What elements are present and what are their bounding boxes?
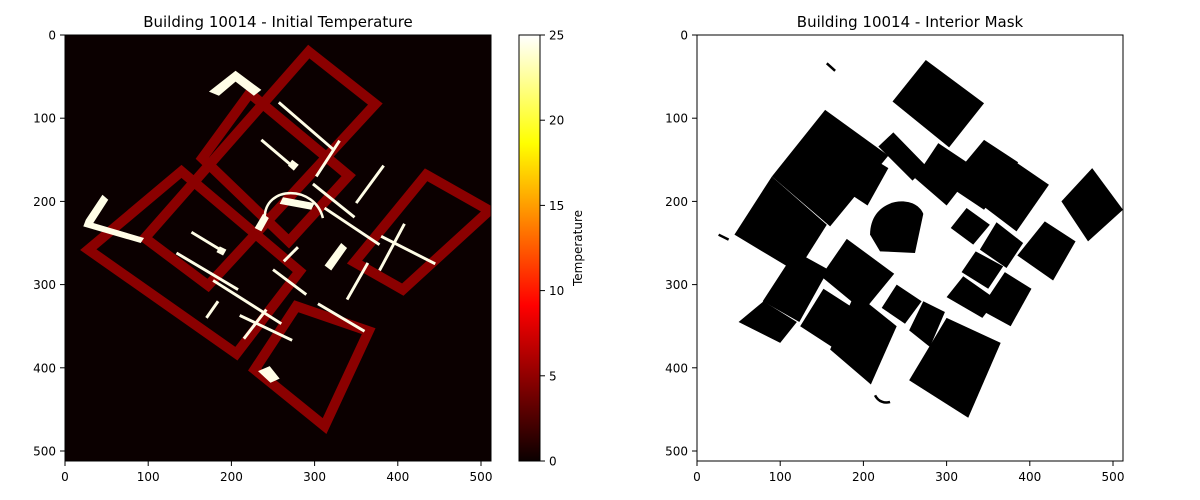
colorbar: 0 5 10 15 20 25 Temperature	[518, 29, 585, 469]
y-tick: 100	[33, 112, 65, 126]
x-tick-label: 300	[303, 470, 326, 484]
y-tick-label: 100	[33, 112, 56, 126]
colorbar-tick-label: 25	[549, 29, 564, 43]
building-layout	[80, 44, 491, 434]
y-tick-label: 0	[680, 29, 688, 43]
interior-wall-blocks	[83, 70, 348, 383]
gap-marker	[825, 62, 836, 72]
colorbar-tick-label: 5	[549, 369, 557, 383]
y-tick-label: 200	[665, 195, 688, 209]
x-tick-label: 200	[852, 470, 875, 484]
mask-y-axis: 0 100 200 300 400 500	[665, 29, 697, 459]
mask-panel-title: Building 10014 - Interior Mask	[797, 13, 1024, 31]
interior-rooms	[734, 59, 1123, 418]
x-tick: 500	[1102, 461, 1125, 484]
y-tick: 500	[33, 445, 65, 459]
mask-plot-frame	[696, 34, 1124, 462]
y-tick-label: 300	[665, 278, 688, 292]
temperature-plot-frame	[64, 34, 492, 462]
x-tick: 0	[693, 461, 701, 484]
y-tick: 500	[665, 445, 697, 459]
y-tick: 100	[665, 112, 697, 126]
y-tick: 200	[665, 195, 697, 209]
colorbar-gradient	[518, 34, 541, 462]
y-tick: 200	[33, 195, 65, 209]
x-tick: 100	[137, 461, 160, 484]
colorbar-tick-label: 10	[549, 284, 564, 298]
x-tick-label: 0	[61, 470, 69, 484]
colorbar-tick-label: 15	[549, 199, 564, 213]
temperature-panel: Building 10014 - Initial Temperature	[33, 13, 492, 484]
y-tick-label: 500	[665, 445, 688, 459]
mask-panel: Building 10014 - Interior Mask	[665, 13, 1124, 484]
x-tick-label: 200	[220, 470, 243, 484]
x-tick: 100	[769, 461, 792, 484]
y-tick: 0	[48, 29, 65, 43]
colorbar-tick: 15	[540, 199, 564, 213]
x-tick: 500	[470, 461, 493, 484]
y-tick-label: 0	[48, 29, 56, 43]
x-tick: 400	[386, 461, 409, 484]
arc-partition	[263, 192, 325, 219]
x-tick-label: 100	[137, 470, 160, 484]
y-tick: 400	[33, 361, 65, 375]
colorbar-tick: 5	[540, 369, 557, 383]
temperature-heatmap	[65, 35, 491, 461]
y-tick: 300	[665, 278, 697, 292]
colorbar-tick: 20	[540, 114, 564, 128]
y-tick-label: 300	[33, 278, 56, 292]
temperature-x-axis: 0 100 200 300 400 500	[61, 461, 492, 484]
y-tick-label: 200	[33, 195, 56, 209]
temperature-y-axis: 0 100 200 300 400 500	[33, 29, 65, 459]
x-tick: 200	[852, 461, 875, 484]
x-tick: 300	[935, 461, 958, 484]
y-tick-label: 100	[665, 112, 688, 126]
colorbar-tick-label: 0	[549, 455, 557, 469]
colorbar-label: Temperature	[571, 210, 585, 287]
courtyard-arc	[870, 201, 924, 253]
courtyard-opening	[925, 226, 951, 256]
x-tick: 200	[220, 461, 243, 484]
colorbar-tick-label: 20	[549, 114, 564, 128]
y-tick: 400	[665, 361, 697, 375]
temperature-panel-title: Building 10014 - Initial Temperature	[143, 13, 413, 31]
x-tick: 400	[1018, 461, 1041, 484]
mask-x-axis: 0 100 200 300 400 500	[693, 461, 1124, 484]
x-tick-label: 400	[1018, 470, 1041, 484]
x-tick-label: 0	[693, 470, 701, 484]
x-tick: 300	[303, 461, 326, 484]
y-tick-label: 400	[665, 361, 688, 375]
colorbar-tick: 10	[540, 284, 564, 298]
x-tick-label: 500	[1102, 470, 1125, 484]
y-tick-label: 500	[33, 445, 56, 459]
x-tick-label: 400	[386, 470, 409, 484]
y-tick-label: 400	[33, 361, 56, 375]
x-tick: 0	[61, 461, 69, 484]
y-tick: 300	[33, 278, 65, 292]
outer-walls	[80, 44, 491, 434]
x-tick-label: 500	[470, 470, 493, 484]
x-tick-label: 100	[769, 470, 792, 484]
colorbar-tick: 25	[540, 29, 564, 43]
y-tick: 0	[680, 29, 697, 43]
colorbar-tick: 0	[540, 455, 557, 469]
interior-walls	[175, 101, 436, 342]
gap-marker	[718, 233, 730, 241]
mask-heatmap	[697, 35, 1123, 461]
gap-marker	[873, 394, 891, 404]
mask-courtyard	[718, 62, 951, 404]
x-tick-label: 300	[935, 470, 958, 484]
